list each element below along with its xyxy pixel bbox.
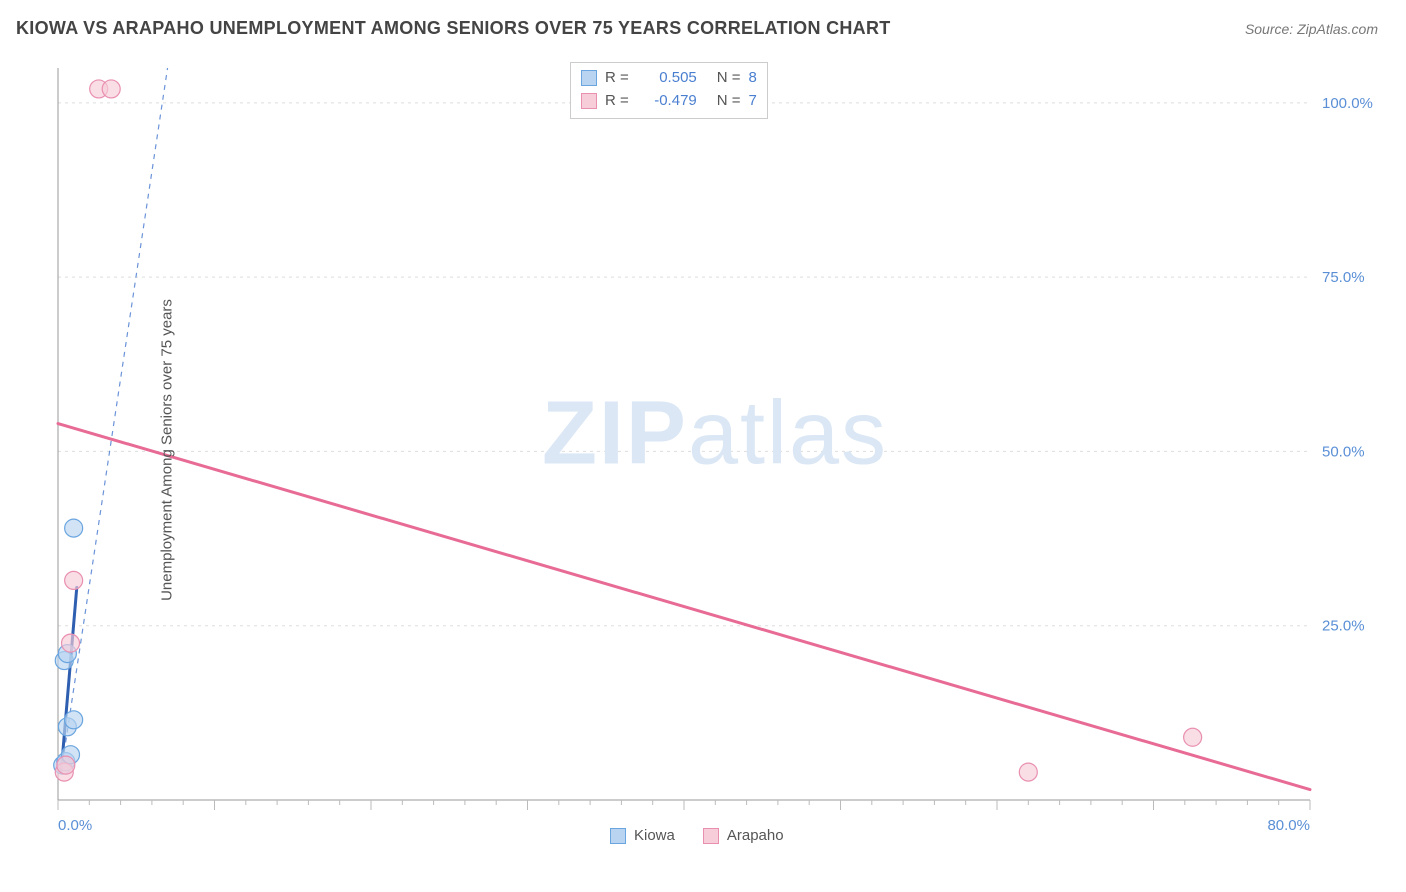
x-tick-label: 0.0% (58, 817, 92, 834)
n-label: N = (717, 90, 741, 113)
n-value: 8 (749, 67, 757, 90)
series-legend-item: Kiowa (610, 827, 675, 844)
scatter-chart: 25.0% 50.0% 75.0% 100.0% 0.0% 80.0% (50, 60, 1380, 840)
plot-area: Unemployment Among Seniors over 75 years… (50, 60, 1380, 840)
data-point (1184, 728, 1202, 746)
r-value: 0.505 (637, 67, 697, 90)
series-name: Arapaho (727, 827, 784, 844)
data-point (65, 519, 83, 537)
legend-row: R = -0.479 N = 7 (581, 90, 757, 113)
n-value: 7 (749, 90, 757, 113)
series-legend: Kiowa Arapaho (610, 827, 784, 844)
legend-row: R = 0.505 N = 8 (581, 67, 757, 90)
r-label: R = (605, 67, 629, 90)
data-point (57, 756, 75, 774)
legend-swatch (703, 828, 719, 844)
x-tick-label: 80.0% (1267, 817, 1310, 834)
data-point (65, 711, 83, 729)
y-tick-label: 50.0% (1322, 443, 1365, 460)
correlation-legend: R = 0.505 N = 8 R = -0.479 N = 7 (570, 62, 768, 119)
y-tick-label: 25.0% (1322, 618, 1365, 635)
data-point (62, 634, 80, 652)
data-point (102, 80, 120, 98)
n-label: N = (717, 67, 741, 90)
series-legend-item: Arapaho (703, 827, 784, 844)
r-value: -0.479 (637, 90, 697, 113)
chart-title: KIOWA VS ARAPAHO UNEMPLOYMENT AMONG SENI… (16, 18, 891, 39)
data-point (65, 571, 83, 589)
y-axis-label: Unemployment Among Seniors over 75 years (158, 299, 175, 601)
source-label: Source: ZipAtlas.com (1245, 21, 1378, 37)
y-tick-label: 100.0% (1322, 95, 1373, 112)
legend-swatch (581, 93, 597, 109)
r-label: R = (605, 90, 629, 113)
series-name: Kiowa (634, 827, 675, 844)
data-point (1019, 763, 1037, 781)
y-tick-label: 75.0% (1322, 269, 1365, 286)
legend-swatch (610, 828, 626, 844)
legend-swatch (581, 70, 597, 86)
